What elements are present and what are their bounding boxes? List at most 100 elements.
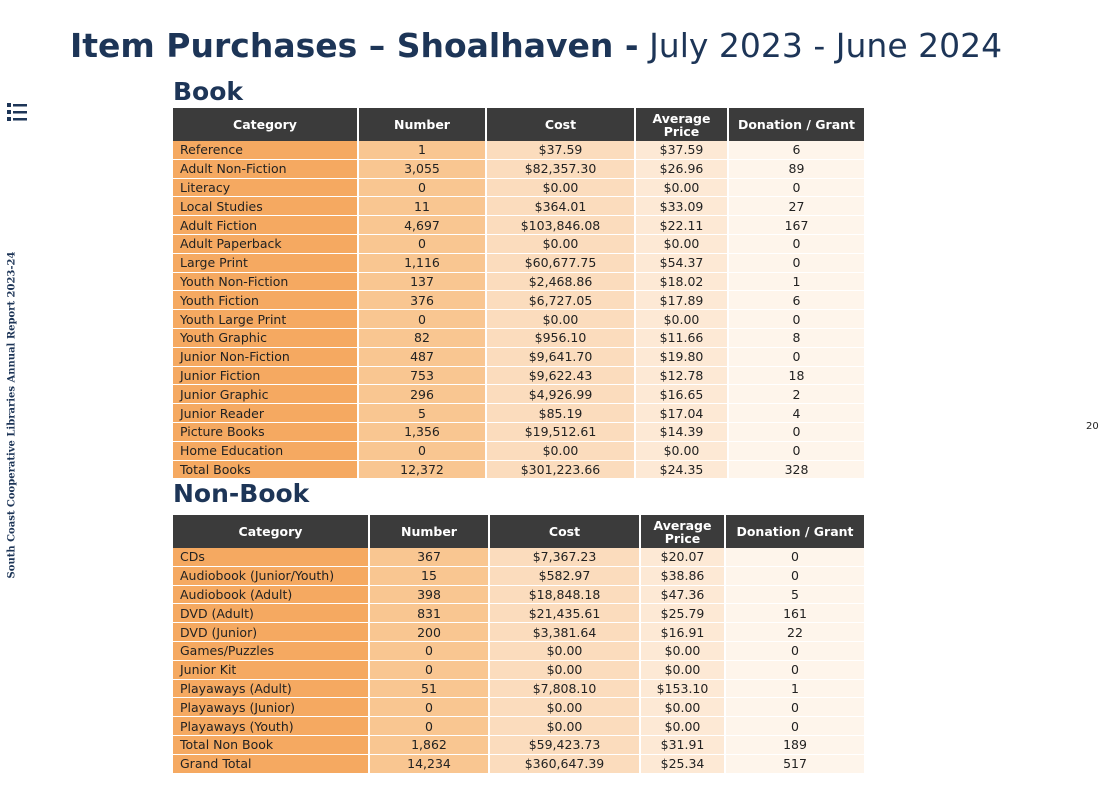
cell: 0: [725, 641, 866, 661]
cell: $85.19: [486, 403, 636, 423]
cell: $24.35: [635, 460, 729, 480]
table-row: Total Books 12,372 $301,223.66 $24.35 328: [173, 460, 866, 480]
cell: $0.00: [640, 697, 726, 718]
table-row: Total Non Book 1,862 $59,423.73 $31.91 189: [173, 735, 866, 755]
cell: 0: [725, 566, 866, 586]
table-row: Audiobook (Adult) 398 $18,848.18 $47.36 5: [173, 585, 866, 605]
cell: 376: [358, 290, 487, 311]
cell: 11: [358, 196, 487, 217]
cell: $31.91: [640, 735, 726, 755]
cell: $17.04: [635, 403, 729, 423]
title-rest: July 2023 - June 2024: [649, 26, 1003, 65]
cell: 0: [369, 641, 490, 661]
cell: $4,926.99: [486, 384, 636, 405]
cell: Youth Fiction: [173, 290, 359, 311]
cell: $22.11: [635, 215, 729, 235]
cell: 398: [369, 585, 490, 605]
table-row: Large Print 1,116 $60,677.75 $54.37 0: [173, 253, 866, 273]
cell: $7,367.23: [489, 548, 641, 567]
cell: 0: [728, 309, 866, 329]
cell: 89: [728, 159, 866, 179]
list-icon[interactable]: [7, 102, 29, 122]
cell: DVD (Junior): [173, 622, 370, 642]
cell: $0.00: [635, 234, 729, 254]
cell: Total Non Book: [173, 735, 370, 755]
cell: 0: [725, 697, 866, 718]
table-row: CDs 367 $7,367.23 $20.07 0: [173, 548, 866, 567]
cell: 0: [728, 234, 866, 254]
cell: 8: [728, 328, 866, 348]
column-header: Average Price: [640, 515, 726, 548]
table-row: Adult Non-Fiction 3,055 $82,357.30 $26.96 89: [173, 159, 866, 179]
cell: Junior Non-Fiction: [173, 347, 359, 367]
column-header: Donation / Grant: [728, 108, 866, 141]
table-row: Literacy 0 $0.00 $0.00 0: [173, 178, 866, 198]
cell: $6,727.05: [486, 290, 636, 311]
cell: 22: [725, 622, 866, 642]
cell: $11.66: [635, 328, 729, 348]
cell: 517: [725, 754, 866, 774]
table-row: Adult Paperback 0 $0.00 $0.00 0: [173, 234, 866, 254]
cell: $16.65: [635, 384, 729, 405]
cell: $3,381.64: [489, 622, 641, 642]
table-row: Youth Fiction 376 $6,727.05 $17.89 6: [173, 290, 866, 311]
cell: 0: [728, 253, 866, 273]
cell: 27: [728, 196, 866, 217]
cell: 15: [369, 566, 490, 586]
table-row: Youth Graphic 82 $956.10 $11.66 8: [173, 328, 866, 348]
cell: 1,116: [358, 253, 487, 273]
cell: $47.36: [640, 585, 726, 605]
cell: $2,468.86: [486, 272, 636, 292]
cell: 0: [725, 660, 866, 680]
table-row: Playaways (Youth) 0 $0.00 $0.00 0: [173, 716, 866, 736]
table-row: Reference 1 $37.59 $37.59 6: [173, 141, 866, 160]
cell: 6: [728, 290, 866, 311]
cell: $0.00: [486, 234, 636, 254]
cell: DVD (Adult): [173, 603, 370, 624]
cell: $956.10: [486, 328, 636, 348]
page-number: 20: [1086, 421, 1099, 432]
cell: $33.09: [635, 196, 729, 217]
cell: 0: [725, 548, 866, 567]
cell: 753: [358, 366, 487, 386]
table-row: Audiobook (Junior/Youth) 15 $582.97 $38.86 0: [173, 566, 866, 586]
cell: 6: [728, 141, 866, 160]
cell: 3,055: [358, 159, 487, 179]
table-row: Picture Books 1,356 $19,512.61 $14.39 0: [173, 422, 866, 442]
cell: 0: [358, 309, 487, 329]
cell: Adult Paperback: [173, 234, 359, 254]
cell: $16.91: [640, 622, 726, 642]
cell: 2: [728, 384, 866, 405]
column-header: Donation / Grant: [725, 515, 866, 548]
cell: Junior Graphic: [173, 384, 359, 405]
cell: $19.80: [635, 347, 729, 367]
cell: 0: [358, 234, 487, 254]
cell: Audiobook (Adult): [173, 585, 370, 605]
cell: 296: [358, 384, 487, 405]
table-row: Home Education 0 $0.00 $0.00 0: [173, 441, 866, 461]
cell: 367: [369, 548, 490, 567]
cell: Adult Non-Fiction: [173, 159, 359, 179]
cell: 51: [369, 679, 490, 699]
table-row: DVD (Adult) 831 $21,435.61 $25.79 161: [173, 603, 866, 624]
cell: 0: [728, 178, 866, 198]
cell: 0: [369, 660, 490, 680]
cell: $0.00: [635, 441, 729, 461]
column-header: Average Price: [635, 108, 729, 141]
table-row: Junior Non-Fiction 487 $9,641.70 $19.80 0: [173, 347, 866, 367]
table-row: Playaways (Adult) 51 $7,808.10 $153.10 1: [173, 679, 866, 699]
cell: $0.00: [635, 309, 729, 329]
cell: Youth Graphic: [173, 328, 359, 348]
cell: $37.59: [635, 141, 729, 160]
cell: 0: [369, 697, 490, 718]
cell: Youth Large Print: [173, 309, 359, 329]
cell: $60,677.75: [486, 253, 636, 273]
cell: 487: [358, 347, 487, 367]
table-row: Youth Large Print 0 $0.00 $0.00 0: [173, 309, 866, 329]
table-row: DVD (Junior) 200 $3,381.64 $16.91 22: [173, 622, 866, 642]
cell: $14.39: [635, 422, 729, 442]
cell: Grand Total: [173, 754, 370, 774]
cell: Picture Books: [173, 422, 359, 442]
cell: $103,846.08: [486, 215, 636, 235]
column-header: Category: [173, 515, 370, 548]
